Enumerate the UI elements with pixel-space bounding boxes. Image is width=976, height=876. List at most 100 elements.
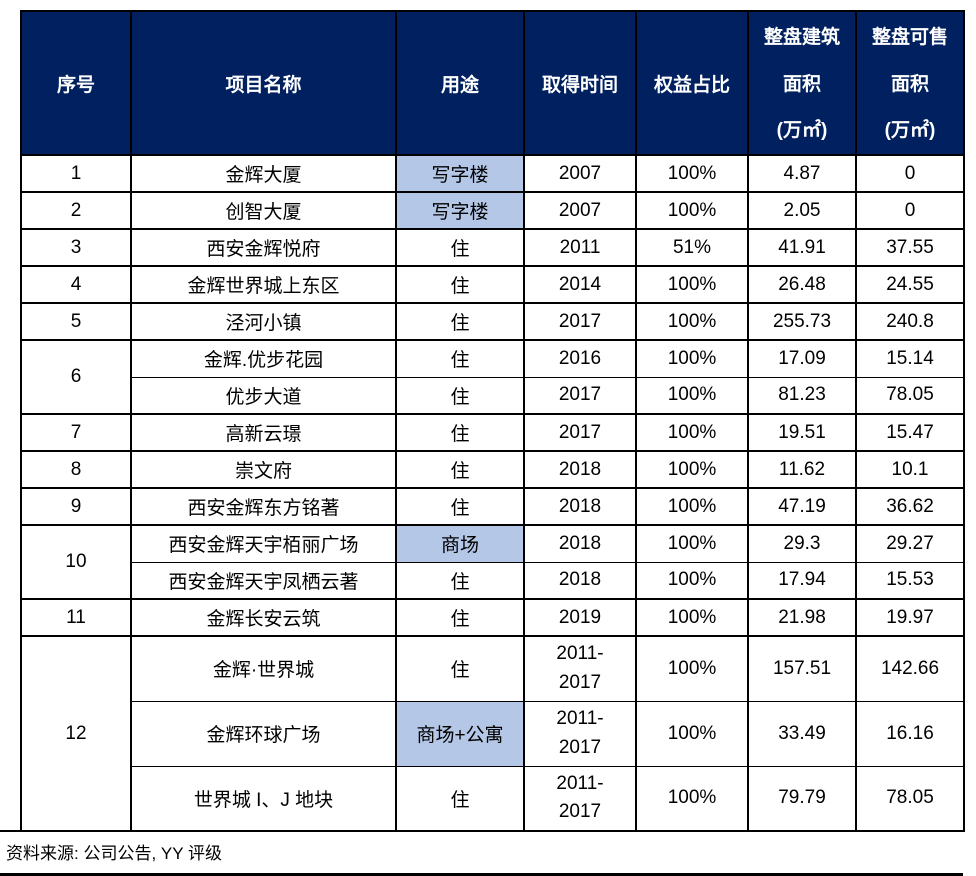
col-header-no: 序号	[20, 10, 132, 156]
cell-no: 11	[20, 598, 132, 637]
cell-sellable: 15.47	[855, 413, 965, 452]
cell-sellable: 37.55	[855, 228, 965, 267]
cell-time: 2011-2017	[523, 700, 637, 767]
cell-sellable: 29.27	[855, 524, 965, 563]
cell-gfa: 33.49	[747, 700, 857, 767]
cell-use: 写字楼	[395, 154, 525, 193]
cell-name: 崇文府	[130, 450, 397, 489]
table-row: 优步大道 住 2017 100% 81.23 78.05	[21, 376, 965, 415]
cell-no: 10	[20, 524, 132, 600]
cell-sellable: 142.66	[855, 635, 965, 702]
cell-gfa: 17.09	[747, 339, 857, 378]
cell-sellable: 24.55	[855, 265, 965, 304]
table-row: 12 金辉·世界城 住 2011-2017 100% 157.51 142.66	[20, 635, 965, 832]
cell-use: 住	[395, 450, 525, 489]
table-row: 金辉环球广场 商场+公寓 2011-2017 100% 33.49 16.16	[21, 700, 965, 767]
cell-equity: 100%	[635, 302, 749, 341]
cell-name: 金辉.优步花园	[130, 339, 397, 378]
table-row: 6 金辉.优步花园 住 2016 100% 17.09 15.14	[20, 339, 965, 415]
cell-use: 住	[395, 765, 525, 832]
cell-time: 2018	[523, 450, 637, 489]
col-header-time: 取得时间	[523, 10, 637, 156]
cell-no: 8	[20, 450, 132, 489]
cell-use: 商场+公寓	[395, 700, 525, 767]
cell-time: 2011-2017	[523, 635, 637, 702]
cell-gfa: 11.62	[747, 450, 857, 489]
cell-equity: 100%	[635, 265, 749, 304]
col-header-use: 用途	[395, 10, 525, 156]
cell-equity: 100%	[635, 191, 749, 230]
cell-equity: 100%	[635, 765, 749, 832]
cell-sellable: 0	[855, 154, 965, 193]
cell-time: 2017	[523, 302, 637, 341]
cell-use: 住	[395, 598, 525, 637]
col-header-gfa: 整盘建筑 面积 (万㎡)	[747, 10, 857, 156]
cell-use: 商场	[395, 524, 525, 563]
cell-sellable: 10.1	[855, 450, 965, 489]
cell-name: 西安金辉天宇栢丽广场	[130, 524, 397, 563]
table-row: 8 崇文府 住 2018 100% 11.62 10.1	[20, 450, 965, 489]
cell-time: 2017	[523, 376, 637, 415]
cell-equity: 100%	[635, 561, 749, 600]
cell-sellable: 15.14	[855, 339, 965, 378]
table-row: 9 西安金辉东方铭著 住 2018 100% 47.19 36.62	[20, 487, 965, 526]
col-header-equity: 权益占比	[635, 10, 749, 156]
cell-gfa: 81.23	[747, 376, 857, 415]
cell-gfa: 255.73	[747, 302, 857, 341]
cell-equity: 100%	[635, 339, 749, 378]
cell-use: 住	[395, 487, 525, 526]
cell-no: 6	[20, 339, 132, 415]
project-table: 序号 项目名称 用途 取得时间 权益占比 整盘建筑 面积 (万㎡) 整盘可售 面…	[20, 10, 965, 832]
cell-gfa: 21.98	[747, 598, 857, 637]
project-table-wrap: 序号 项目名称 用途 取得时间 权益占比 整盘建筑 面积 (万㎡) 整盘可售 面…	[20, 10, 965, 832]
cell-use: 住	[395, 228, 525, 267]
cell-equity: 100%	[635, 450, 749, 489]
cell-gfa: 2.05	[747, 191, 857, 230]
table-row: 4 金辉世界城上东区 住 2014 100% 26.48 24.55	[20, 265, 965, 304]
col-header-name: 项目名称	[130, 10, 397, 156]
cell-name: 世界城 I、J 地块	[130, 765, 397, 832]
cell-gfa: 19.51	[747, 413, 857, 452]
cell-gfa: 47.19	[747, 487, 857, 526]
cell-no: 2	[20, 191, 132, 230]
cell-name: 金辉·世界城	[130, 635, 397, 702]
table-row: 1 金辉大厦 写字楼 2007 100% 4.87 0	[20, 154, 965, 193]
cell-equity: 51%	[635, 228, 749, 267]
cell-gfa: 4.87	[747, 154, 857, 193]
cell-time: 2018	[523, 524, 637, 563]
cell-name: 金辉环球广场	[130, 700, 397, 767]
cell-equity: 100%	[635, 154, 749, 193]
cell-gfa: 29.3	[747, 524, 857, 563]
cell-time: 2007	[523, 191, 637, 230]
table-row: 11 金辉长安云筑 住 2019 100% 21.98 19.97	[20, 598, 965, 637]
cell-time: 2011	[523, 228, 637, 267]
cell-equity: 100%	[635, 524, 749, 563]
cell-use: 住	[395, 302, 525, 341]
cell-no: 12	[20, 635, 132, 832]
cell-no: 3	[20, 228, 132, 267]
cell-use: 住	[395, 413, 525, 452]
cell-equity: 100%	[635, 413, 749, 452]
cell-name: 金辉长安云筑	[130, 598, 397, 637]
cell-gfa: 17.94	[747, 561, 857, 600]
cell-use: 住	[395, 561, 525, 600]
cell-name: 泾河小镇	[130, 302, 397, 341]
cell-no: 1	[20, 154, 132, 193]
cell-no: 4	[20, 265, 132, 304]
cell-sellable: 78.05	[855, 765, 965, 832]
cell-sellable: 19.97	[855, 598, 965, 637]
cell-equity: 100%	[635, 376, 749, 415]
header-row: 序号 项目名称 用途 取得时间 权益占比 整盘建筑 面积 (万㎡) 整盘可售 面…	[20, 10, 965, 156]
cell-sellable: 16.16	[855, 700, 965, 767]
cell-sellable: 0	[855, 191, 965, 230]
cell-use: 住	[395, 376, 525, 415]
table-row: 世界城 I、J 地块 住 2011-2017 100% 79.79 78.05	[21, 765, 965, 832]
cell-no: 5	[20, 302, 132, 341]
cell-name: 西安金辉天宇凤栖云著	[130, 561, 397, 600]
table-row: 西安金辉天宇凤栖云著 住 2018 100% 17.94 15.53	[21, 561, 965, 600]
cell-time: 2018	[523, 561, 637, 600]
cell-equity: 100%	[635, 487, 749, 526]
cell-name: 优步大道	[130, 376, 397, 415]
cell-equity: 100%	[635, 700, 749, 767]
cell-name: 高新云璟	[130, 413, 397, 452]
